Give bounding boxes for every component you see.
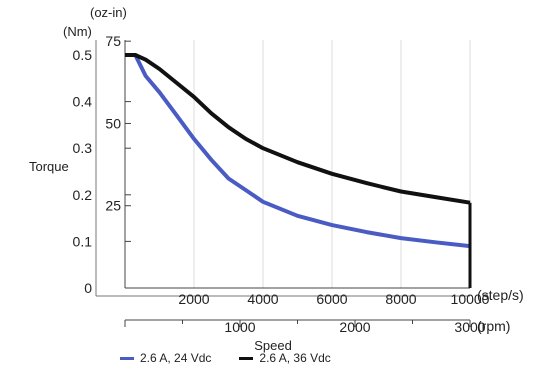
y-unit-nm: (Nm) bbox=[63, 24, 92, 39]
legend-item-24v: 2.6 A, 24 Vdc bbox=[120, 351, 211, 365]
y-ozin-tick-label: 75 bbox=[105, 33, 121, 49]
rpm-tick-label: 3000 bbox=[454, 319, 485, 335]
x-tick-label: 6000 bbox=[316, 291, 347, 307]
x-unit-rpm: (rpm) bbox=[477, 318, 510, 334]
legend-label-36v: 2.6 A, 36 Vdc bbox=[259, 351, 331, 365]
x-tick-label: 8000 bbox=[385, 291, 416, 307]
x-tick-label: 4000 bbox=[247, 291, 278, 307]
y-tick-label: 0.5 bbox=[73, 47, 93, 63]
plot-lines bbox=[125, 53, 472, 288]
rpm-tick-label: 1000 bbox=[224, 319, 255, 335]
series-line-0 bbox=[125, 53, 471, 249]
y-tick-label: 0.2 bbox=[73, 187, 93, 203]
y-tick-label: 0.3 bbox=[73, 140, 93, 156]
legend: 2.6 A, 24 Vdc 2.6 A, 36 Vdc bbox=[120, 351, 331, 365]
rpm-tick-label: 2000 bbox=[339, 319, 370, 335]
legend-swatch-36v bbox=[239, 356, 254, 360]
legend-item-36v: 2.6 A, 36 Vdc bbox=[239, 351, 331, 365]
y-ozin-tick-label: 50 bbox=[105, 115, 121, 131]
y-ozin-tick-label: 25 bbox=[105, 198, 121, 214]
x-axis-label: Speed bbox=[254, 338, 292, 353]
x-tick-label: 2000 bbox=[178, 291, 209, 307]
y-axis-label: Torque bbox=[29, 159, 69, 174]
y-unit-ozin: (oz-in) bbox=[90, 5, 127, 20]
y-tick-label: 0.1 bbox=[73, 233, 93, 249]
tick-labels: 2000 4000 6000 8000 10000 0 0.1 0.2 0.3 0.4 0.5 25 5… bbox=[73, 33, 490, 335]
y-tick-label: 0.4 bbox=[73, 94, 93, 110]
x-tick-label: 10000 bbox=[451, 291, 490, 307]
grid bbox=[193, 40, 471, 288]
y-tick-label: 0 bbox=[84, 280, 92, 296]
series-line-1 bbox=[125, 53, 471, 205]
legend-label-24v: 2.6 A, 24 Vdc bbox=[140, 351, 212, 365]
legend-swatch-24v bbox=[120, 356, 134, 360]
x-unit-steps: (step/s) bbox=[477, 287, 524, 303]
